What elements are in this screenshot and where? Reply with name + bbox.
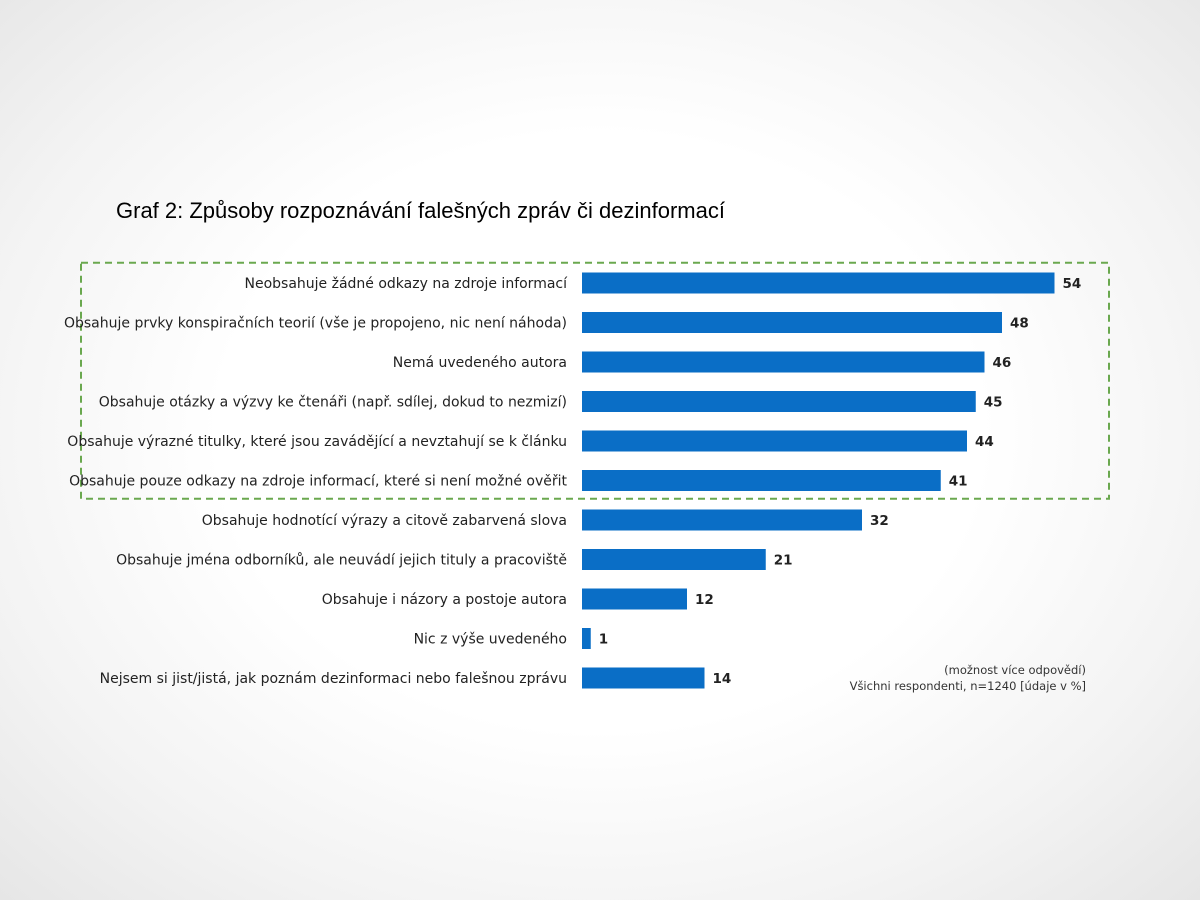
category-label: Nejsem si jist/jistá, jak poznám dezinfo… xyxy=(100,671,567,687)
category-label: Obsahuje otázky a výzvy ke čtenáři (např… xyxy=(99,395,567,411)
bar-row: Neobsahuje žádné odkazy na zdroje inform… xyxy=(244,272,1082,294)
bar xyxy=(582,312,1002,333)
bar xyxy=(582,509,862,531)
bar xyxy=(582,628,591,649)
bar-row: Obsahuje jména odborníků, ale neuvádí je… xyxy=(116,549,793,570)
bar-row: Obsahuje i názory a postoje autora 12 xyxy=(322,588,714,610)
bar-row: Obsahuje pouze odkazy na zdroje informac… xyxy=(69,470,968,491)
bar xyxy=(582,430,967,452)
bar-row: Obsahuje hodnotící výrazy a citově zabar… xyxy=(202,509,889,531)
value-label: 45 xyxy=(984,395,1003,411)
bar xyxy=(582,667,705,689)
category-label: Nemá uvedeného autora xyxy=(393,355,567,371)
bar-row: Nic z výše uvedeného 1 xyxy=(414,628,608,649)
value-label: 48 xyxy=(1010,316,1029,332)
category-label: Nic z výše uvedeného xyxy=(414,632,567,648)
value-label: 41 xyxy=(949,474,968,490)
category-label: Neobsahuje žádné odkazy na zdroje inform… xyxy=(244,276,568,292)
bar-row: Obsahuje otázky a výzvy ke čtenáři (např… xyxy=(99,391,1003,412)
chart-title: Graf 2: Způsoby rozpoznávání falešných z… xyxy=(116,198,725,223)
value-label: 12 xyxy=(695,592,714,608)
bar xyxy=(582,549,766,570)
highlight-box xyxy=(80,261,1110,500)
note-respondents: Všichni respondenti, n=1240 [údaje v %] xyxy=(849,679,1086,693)
category-label: Obsahuje prvky konspiračních teorií (vše… xyxy=(64,316,567,332)
bars-group: Neobsahuje žádné odkazy na zdroje inform… xyxy=(64,272,1082,689)
value-label: 14 xyxy=(713,671,732,687)
highlight-group xyxy=(80,261,1110,500)
bar-row: Nejsem si jist/jistá, jak poznám dezinfo… xyxy=(100,667,732,689)
value-label: 32 xyxy=(870,513,889,529)
category-label: Obsahuje jména odborníků, ale neuvádí je… xyxy=(116,553,567,569)
chart-note: (možnost více odpovědí) Všichni responde… xyxy=(850,662,1086,694)
note-multiple-answers: (možnost více odpovědí) xyxy=(944,663,1086,677)
category-label: Obsahuje výrazné titulky, které jsou zav… xyxy=(67,434,567,450)
bar xyxy=(582,588,687,610)
bar xyxy=(582,470,941,491)
category-label: Obsahuje i názory a postoje autora xyxy=(322,592,567,608)
category-label: Obsahuje pouze odkazy na zdroje informac… xyxy=(69,474,567,490)
value-label: 1 xyxy=(599,632,608,648)
bar xyxy=(582,351,985,373)
value-label: 21 xyxy=(774,553,793,569)
value-label: 44 xyxy=(975,434,994,450)
bar xyxy=(582,272,1055,294)
value-label: 54 xyxy=(1063,276,1082,292)
bar-row: Nemá uvedeného autora 46 xyxy=(393,351,1012,373)
bar-row: Obsahuje výrazné titulky, které jsou zav… xyxy=(67,430,994,452)
category-label: Obsahuje hodnotící výrazy a citově zabar… xyxy=(202,513,567,529)
bar xyxy=(582,391,976,412)
bar-row: Obsahuje prvky konspiračních teorií (vše… xyxy=(64,312,1029,333)
value-label: 46 xyxy=(993,355,1012,371)
